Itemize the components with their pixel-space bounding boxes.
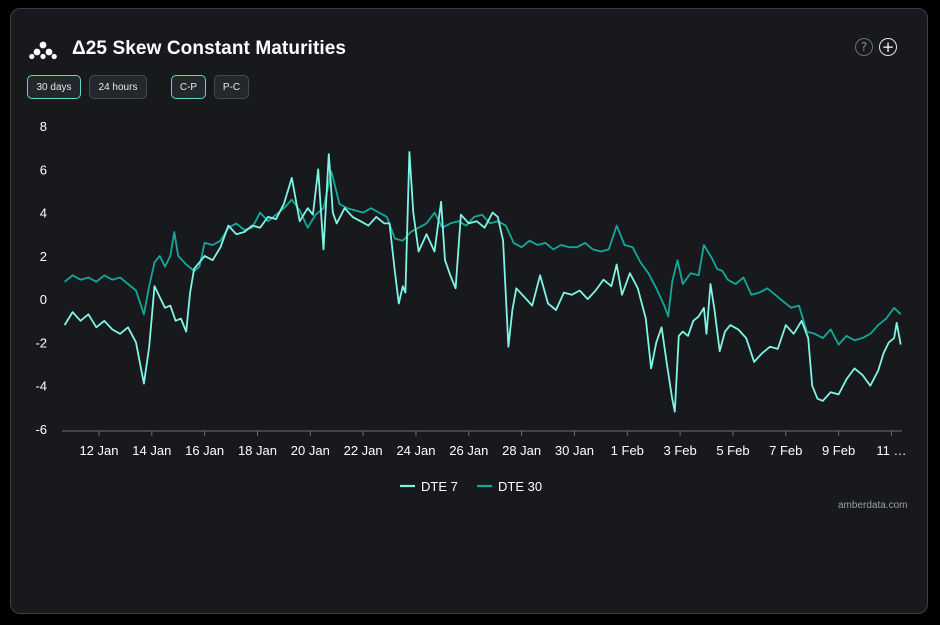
x-tick-label: 5 Feb — [716, 443, 749, 458]
legend-item-label[interactable]: DTE 30 — [498, 479, 542, 494]
chart-legend[interactable]: DTE 7 DTE 30 — [400, 479, 542, 494]
range-24-hours-button[interactable]: 24 hours — [89, 75, 147, 99]
x-tick-label: 22 Jan — [344, 443, 383, 458]
x-tick-label: 9 Feb — [822, 443, 855, 458]
range-30-days-button[interactable]: 30 days — [27, 75, 81, 99]
mode-c-p-button[interactable]: C-P — [171, 75, 206, 99]
x-tick-label: 12 Jan — [79, 443, 118, 458]
x-tick-label: 20 Jan — [291, 443, 330, 458]
x-tick-label: 30 Jan — [555, 443, 594, 458]
y-tick-label: -6 — [35, 422, 47, 437]
y-tick-label: -4 — [35, 379, 47, 394]
x-tick-label: 24 Jan — [396, 443, 435, 458]
question-circle-icon[interactable]: ? — [855, 38, 873, 56]
y-axis: 8 6 4 2 0 -2 -4 -6 — [35, 119, 47, 437]
y-tick-label: 6 — [40, 162, 47, 177]
x-tick-label: 11 … — [876, 443, 906, 458]
plot-area — [63, 151, 902, 413]
x-tick-label: 3 Feb — [663, 443, 696, 458]
x-axis: 12 Jan 14 Jan 16 Jan 18 Jan 20 Jan 22 Jan 24 J… — [79, 431, 906, 458]
chart-title: Δ25 Skew Constant Maturities — [72, 38, 347, 59]
x-tick-label: 16 Jan — [185, 443, 224, 458]
y-tick-label: 4 — [40, 206, 47, 221]
x-tick-label: 26 Jan — [449, 443, 488, 458]
x-tick-label: 1 Feb — [611, 443, 644, 458]
x-tick-label: 14 Jan — [132, 443, 171, 458]
series-line-dte-30[interactable] — [64, 170, 902, 346]
y-tick-label: 0 — [40, 292, 47, 307]
x-tick-label: 18 Jan — [238, 443, 277, 458]
source-credit[interactable]: amberdata.com — [838, 500, 908, 511]
amberdata-logo-icon — [29, 41, 57, 60]
mode-p-c-button[interactable]: P-C — [214, 75, 249, 99]
x-tick-label: 28 Jan — [502, 443, 541, 458]
y-tick-label: 8 — [40, 119, 47, 134]
chart-panel — [10, 8, 928, 614]
y-tick-label: -2 — [35, 335, 47, 350]
y-tick-label: 2 — [40, 249, 47, 264]
legend-item-label[interactable]: DTE 7 — [421, 479, 458, 494]
series-line-dte-7[interactable] — [63, 151, 902, 413]
plus-circle-icon[interactable]: + — [879, 38, 897, 56]
x-tick-label: 7 Feb — [769, 443, 802, 458]
